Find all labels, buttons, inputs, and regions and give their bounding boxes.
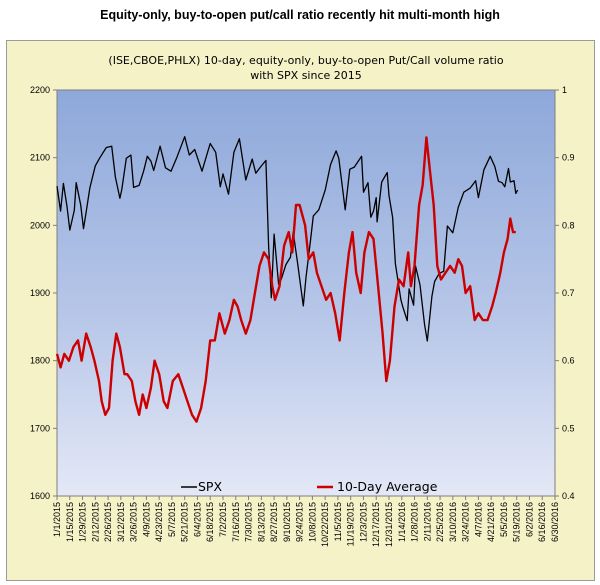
x-tick-label: 6/2/2016 xyxy=(524,502,534,537)
y-left-tick-label: 2200 xyxy=(30,85,50,95)
y-left-tick-label: 1800 xyxy=(30,356,50,366)
x-tick-label: 3/26/2015 xyxy=(129,502,139,542)
x-tick-label: 8/27/2015 xyxy=(269,502,279,542)
page-heading: Equity-only, buy-to-open put/call ratio … xyxy=(100,8,500,22)
x-tick-label: 7/16/2015 xyxy=(231,502,241,542)
x-tick-label: 7/30/2015 xyxy=(244,502,254,542)
x-tick-label: 4/7/2016 xyxy=(473,502,483,537)
y-right-tick-label: 1 xyxy=(562,85,567,95)
x-tick-label: 2/25/2016 xyxy=(435,502,445,542)
y-left-tick-label: 1900 xyxy=(30,288,50,298)
x-tick-label: 5/7/2015 xyxy=(167,502,177,537)
plot-area xyxy=(56,89,556,497)
x-tick-label: 5/5/2016 xyxy=(499,502,509,537)
x-tick-label: 4/21/2016 xyxy=(486,502,496,542)
x-tick-label: 1/28/2016 xyxy=(410,502,420,542)
x-tick-label: 9/24/2015 xyxy=(295,502,305,542)
x-tick-label: 12/31/2015 xyxy=(384,502,394,547)
x-tick-label: 6/16/2016 xyxy=(537,502,547,542)
y-right-tick-label: 0.7 xyxy=(562,288,575,298)
x-tick-label: 10/8/2015 xyxy=(307,502,317,542)
y-right-tick-label: 0.6 xyxy=(562,356,575,366)
x-tick-label: 3/24/2016 xyxy=(461,502,471,542)
x-tick-label: 1/15/2015 xyxy=(65,502,75,542)
x-tick-label: 11/5/2015 xyxy=(333,502,343,541)
x-tick-label: 8/13/2015 xyxy=(256,502,266,542)
x-tick-label: 1/29/2015 xyxy=(78,502,88,542)
x-tick-label: 12/17/2015 xyxy=(371,502,381,547)
y-right-tick-label: 0.4 xyxy=(562,491,575,501)
x-tick-label: 3/12/2015 xyxy=(116,502,126,542)
x-tick-label: 12/3/2015 xyxy=(358,502,368,542)
x-tick-label: 7/2/2015 xyxy=(218,502,228,537)
y-left-tick-label: 2000 xyxy=(30,220,50,230)
y-left-tick-label: 2100 xyxy=(30,153,50,163)
x-tick-label: 10/22/2015 xyxy=(320,502,330,547)
y-left-tick-label: 1700 xyxy=(30,423,50,433)
axes-group: 1600 1700 1800 1900 2000 2100 2200 0.4 0.5 0.6 0.7… xyxy=(30,85,575,547)
chart-title-line-2: with SPX since 2015 xyxy=(250,69,362,82)
x-tick-label: 6/4/2015 xyxy=(192,502,202,537)
y-right-tick-label: 0.8 xyxy=(562,220,575,230)
x-tick-label: 1/1/2015 xyxy=(52,502,62,537)
x-tick-label: 5/21/2015 xyxy=(180,502,190,542)
x-tick-label: 5/19/2016 xyxy=(512,502,522,542)
series-line-10-day-average xyxy=(55,136,516,423)
chart-frame: (ISE,CBOE,PHLX) 10-day, equity-only, buy… xyxy=(6,40,595,581)
legend-label-10-day-average: 10-Day Average xyxy=(337,479,438,494)
series-group xyxy=(55,136,519,423)
legend: SPX 10-Day Average xyxy=(181,479,438,494)
x-tick-label: 11/19/2015 xyxy=(346,502,356,546)
x-tick-label: 3/10/2016 xyxy=(448,502,458,542)
chart-title-line-1: (ISE,CBOE,PHLX) 10-day, equity-only, buy… xyxy=(108,54,503,67)
x-tick-label: 6/18/2015 xyxy=(205,502,215,542)
x-tick-label: 4/9/2015 xyxy=(141,502,151,537)
y-right-tick-label: 0.5 xyxy=(562,423,575,433)
y-right-tick-label: 0.9 xyxy=(562,153,575,163)
x-tick-label: 2/26/2015 xyxy=(103,502,113,542)
x-tick-label: 4/23/2015 xyxy=(154,502,164,542)
x-tick-label: 9/10/2015 xyxy=(282,502,292,542)
x-tick-label: 6/30/2016 xyxy=(550,502,560,542)
x-tick-label: 2/11/2016 xyxy=(422,502,432,541)
y-left-tick-label: 1600 xyxy=(30,491,50,501)
chart-svg: (ISE,CBOE,PHLX) 10-day, equity-only, buy… xyxy=(30,54,575,547)
series-line-spx xyxy=(56,136,519,342)
legend-label-spx: SPX xyxy=(198,479,222,494)
x-tick-label: 2/12/2015 xyxy=(90,502,100,542)
x-tick-label: 1/14/2016 xyxy=(397,502,407,542)
